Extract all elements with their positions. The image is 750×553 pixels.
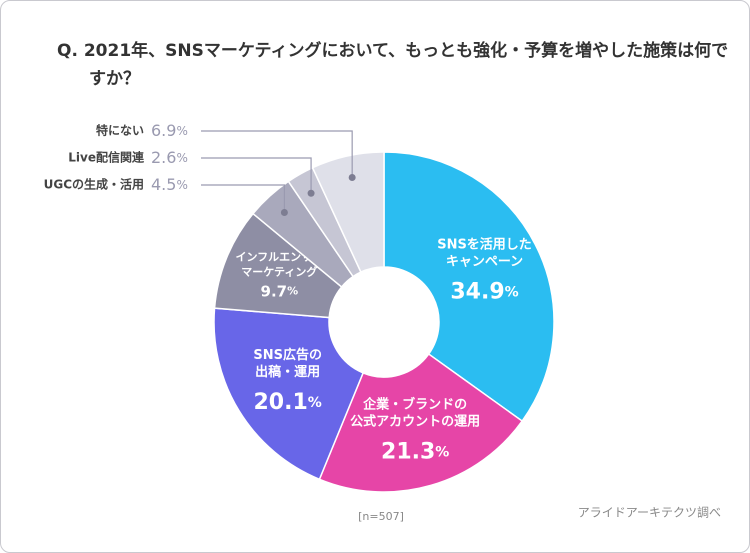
value-unit: %	[176, 151, 187, 165]
leader-dot	[280, 209, 288, 217]
value-unit: %	[308, 395, 322, 411]
donut-slice	[318, 353, 524, 493]
legend-label: UGCの生成・活用	[44, 177, 144, 192]
value-label: 9.7%	[261, 282, 299, 300]
value-number: 6.9	[151, 121, 176, 140]
leader-dot	[307, 189, 315, 197]
value-label: 6.9%	[151, 121, 188, 140]
value-unit: %	[435, 445, 449, 461]
slice-label-line: 企業・ブランドの	[362, 396, 467, 412]
source: アライドアーキテクツ調べ	[578, 506, 721, 520]
value-number: 4.5	[151, 175, 176, 194]
value-number: 21.3	[381, 440, 435, 465]
slice-label-line: SNS広告の	[253, 347, 322, 363]
legend-label: 特にない	[96, 123, 144, 138]
slice-label-line: 公式アカウントの運用	[350, 413, 480, 429]
value-label: 2.6%	[151, 148, 188, 167]
value-unit: %	[505, 284, 519, 300]
slice-label: SNS広告の出稿・運用	[253, 347, 322, 380]
value-unit: %	[176, 124, 187, 138]
donut-slice	[213, 307, 365, 481]
value-number: 34.9	[450, 279, 504, 304]
value-number: 2.6	[151, 148, 176, 167]
leader-dot	[348, 173, 356, 181]
chart-title: Q. 2021年、SNSマーケティングにおいて、もっとも強化・予算を増やした施策…	[57, 41, 729, 89]
slice-label-line: キャンペーン	[446, 254, 523, 269]
donut-slice	[383, 151, 555, 423]
value-unit: %	[287, 284, 298, 297]
slice-label-line: SNSを活用した	[437, 236, 532, 252]
legend-label: Live配信関連	[68, 150, 145, 165]
slice-label-line: マーケティング	[241, 264, 317, 278]
value-label: 4.5%	[151, 175, 188, 194]
value-number: 20.1	[253, 390, 307, 415]
donut-slice	[311, 151, 385, 274]
donut-hole	[330, 268, 438, 376]
sample-note: [n=507]	[358, 510, 404, 523]
value-number: 9.7	[261, 282, 288, 300]
leader-line	[201, 184, 285, 213]
value-label: 21.3%	[381, 440, 449, 465]
slice-label-line: 出稿・運用	[255, 364, 320, 380]
slice-label: 企業・ブランドの公式アカウントの運用	[350, 396, 480, 429]
leader-line	[201, 130, 353, 178]
slice-label: SNSを活用したキャンペーン	[437, 236, 532, 269]
value-label: 20.1%	[253, 390, 321, 415]
value-label: 34.9%	[450, 279, 518, 304]
value-unit: %	[176, 178, 187, 192]
leader-line	[201, 157, 312, 194]
